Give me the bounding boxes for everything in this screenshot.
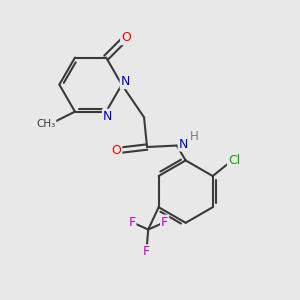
- Text: F: F: [161, 216, 168, 229]
- Text: F: F: [128, 216, 136, 229]
- Text: N: N: [103, 110, 112, 123]
- Text: N: N: [121, 75, 130, 88]
- Text: Cl: Cl: [228, 154, 240, 167]
- Text: O: O: [112, 143, 122, 157]
- Text: O: O: [121, 31, 131, 44]
- Text: N: N: [178, 138, 188, 151]
- Text: CH₃: CH₃: [36, 118, 56, 128]
- Text: H: H: [190, 130, 199, 142]
- Text: F: F: [143, 245, 150, 258]
